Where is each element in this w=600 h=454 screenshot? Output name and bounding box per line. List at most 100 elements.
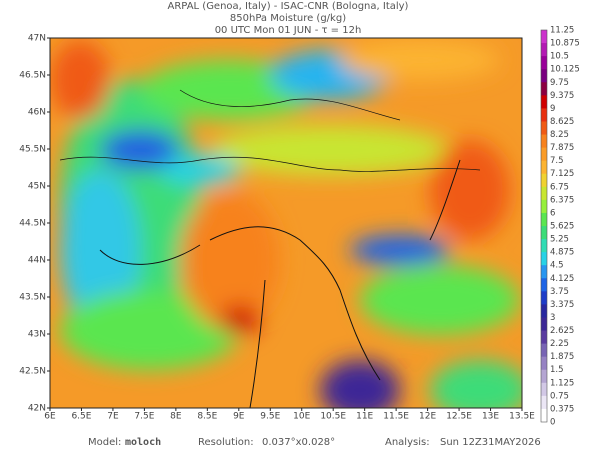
colorbar-label: 10.5 bbox=[550, 52, 569, 62]
colorbar-segment bbox=[541, 226, 547, 240]
colorbar-label: 7.875 bbox=[550, 143, 574, 153]
lon-label: 11E bbox=[356, 412, 373, 422]
lon-label: 7.5E bbox=[134, 412, 154, 422]
colorbar-label: 8.25 bbox=[550, 130, 569, 140]
colorbar-label: 3.75 bbox=[550, 287, 569, 297]
footer-value: Sun 12Z31MAY2026 bbox=[440, 437, 541, 448]
lat-label: 46N bbox=[28, 108, 46, 118]
lon-label: 13.5E bbox=[509, 412, 535, 422]
colorbar-segment bbox=[541, 43, 547, 57]
footer-label: Resolution: bbox=[198, 437, 254, 448]
colorbar-label: 0 bbox=[550, 418, 555, 428]
colorbar-segment bbox=[541, 356, 547, 371]
header-line: 00 UTC Mon 01 JUN - τ = 12h bbox=[215, 25, 362, 36]
colorbar-segment bbox=[541, 173, 547, 188]
colorbar-label: 2.625 bbox=[550, 326, 574, 336]
colorbar-segment bbox=[541, 95, 547, 109]
lon-label: 6.5E bbox=[71, 412, 91, 422]
colorbar-label: 6.375 bbox=[550, 195, 574, 205]
colorbar-label: 10.875 bbox=[550, 39, 580, 49]
lon-label: 10.5E bbox=[320, 412, 346, 422]
colorbar-segment bbox=[541, 239, 547, 253]
lon-label: 8E bbox=[170, 412, 182, 422]
colorbar-label: 4.5 bbox=[550, 261, 564, 271]
lat-label: 42N bbox=[28, 404, 46, 414]
colorbar-segment bbox=[541, 160, 547, 175]
colorbar-label: 6 bbox=[550, 208, 555, 218]
colorbar-segment bbox=[541, 82, 547, 96]
lon-label: 9E bbox=[233, 412, 245, 422]
colorbar-segment bbox=[541, 291, 547, 305]
colorbar-frame bbox=[540, 29, 548, 423]
lat-label: 45.5N bbox=[19, 145, 46, 155]
colorbar-segment bbox=[541, 382, 547, 397]
footer-label: Model: bbox=[88, 437, 121, 448]
footer-label: Analysis: bbox=[385, 437, 430, 448]
colorbar-label: 5.625 bbox=[550, 222, 574, 232]
colorbar-label: 10.125 bbox=[550, 65, 580, 75]
colorbar-segment bbox=[541, 212, 547, 227]
lat-label: 46.5N bbox=[19, 71, 46, 81]
footer-value: moloch bbox=[125, 437, 161, 448]
footer-value: 0.037°x0.028° bbox=[262, 437, 335, 448]
lat-label: 43.5N bbox=[19, 293, 46, 303]
lat-label: 47N bbox=[28, 34, 46, 44]
colorbar-label: 0.375 bbox=[550, 404, 574, 414]
lon-label: 7E bbox=[107, 412, 119, 422]
colorbar-label: 3 bbox=[550, 313, 555, 323]
colorbar-label: 5.25 bbox=[550, 235, 569, 245]
colorbar-segment bbox=[541, 121, 547, 136]
colorbar-label: 2.25 bbox=[550, 339, 569, 349]
colorbar-label: 7.125 bbox=[550, 169, 574, 179]
header-line: ARPAL (Genoa, Italy) - ISAC-CNR (Bologna… bbox=[168, 1, 409, 12]
lon-label: 10E bbox=[293, 412, 310, 422]
lat-label: 44.5N bbox=[19, 219, 46, 229]
lat-label: 45N bbox=[28, 182, 46, 192]
colorbar-segment bbox=[541, 265, 547, 279]
colorbar-segment bbox=[541, 108, 547, 122]
moisture-field bbox=[50, 38, 522, 408]
lat-label: 43N bbox=[28, 330, 46, 340]
colorbar-segment bbox=[541, 30, 547, 44]
lon-label: 13E bbox=[482, 412, 499, 422]
lon-label: 11.5E bbox=[383, 412, 409, 422]
colorbar-label: 9.375 bbox=[550, 91, 574, 101]
colorbar-label: 11.25 bbox=[550, 26, 574, 36]
colorbar-label: 9 bbox=[550, 104, 555, 114]
header-line: 850hPa Moisture (g/kg) bbox=[230, 13, 346, 24]
colorbar-segment bbox=[541, 69, 547, 83]
colorbar-segment bbox=[541, 343, 547, 358]
colorbar-segment bbox=[541, 304, 547, 318]
colorbar-segment bbox=[541, 317, 547, 332]
colorbar-segment bbox=[541, 134, 547, 149]
colorbar-label: 4.875 bbox=[550, 248, 574, 258]
colorbar-segment bbox=[541, 147, 547, 162]
colorbar-label: 0.75 bbox=[550, 391, 569, 401]
colorbar-segment bbox=[541, 199, 547, 214]
colorbar-segment bbox=[541, 330, 547, 345]
lat-label: 44N bbox=[28, 256, 46, 266]
colorbar-segment bbox=[541, 56, 547, 70]
colorbar-label: 1.125 bbox=[550, 378, 574, 388]
lon-label: 6E bbox=[44, 412, 56, 422]
colorbar-label: 7.5 bbox=[550, 156, 564, 166]
colorbar-label: 1.875 bbox=[550, 352, 574, 362]
colorbar-segment bbox=[541, 252, 547, 266]
lon-label: 8.5E bbox=[197, 412, 217, 422]
colorbar-label: 1.5 bbox=[550, 365, 564, 375]
colorbar-label: 8.625 bbox=[550, 117, 574, 127]
lon-label: 12.5E bbox=[446, 412, 472, 422]
colorbar-label: 3.375 bbox=[550, 300, 574, 310]
colorbar-label: 9.75 bbox=[550, 78, 569, 88]
colorbar-segment bbox=[541, 408, 547, 423]
colorbar-label: 6.75 bbox=[550, 182, 569, 192]
colorbar-segment bbox=[541, 395, 547, 410]
colorbar-label: 4.125 bbox=[550, 274, 574, 284]
lon-label: 12E bbox=[419, 412, 436, 422]
lat-label: 42.5N bbox=[19, 367, 46, 377]
colorbar-segment bbox=[541, 278, 547, 292]
colorbar-segment bbox=[541, 186, 547, 201]
lon-label: 9.5E bbox=[260, 412, 280, 422]
colorbar-segment bbox=[541, 369, 547, 384]
